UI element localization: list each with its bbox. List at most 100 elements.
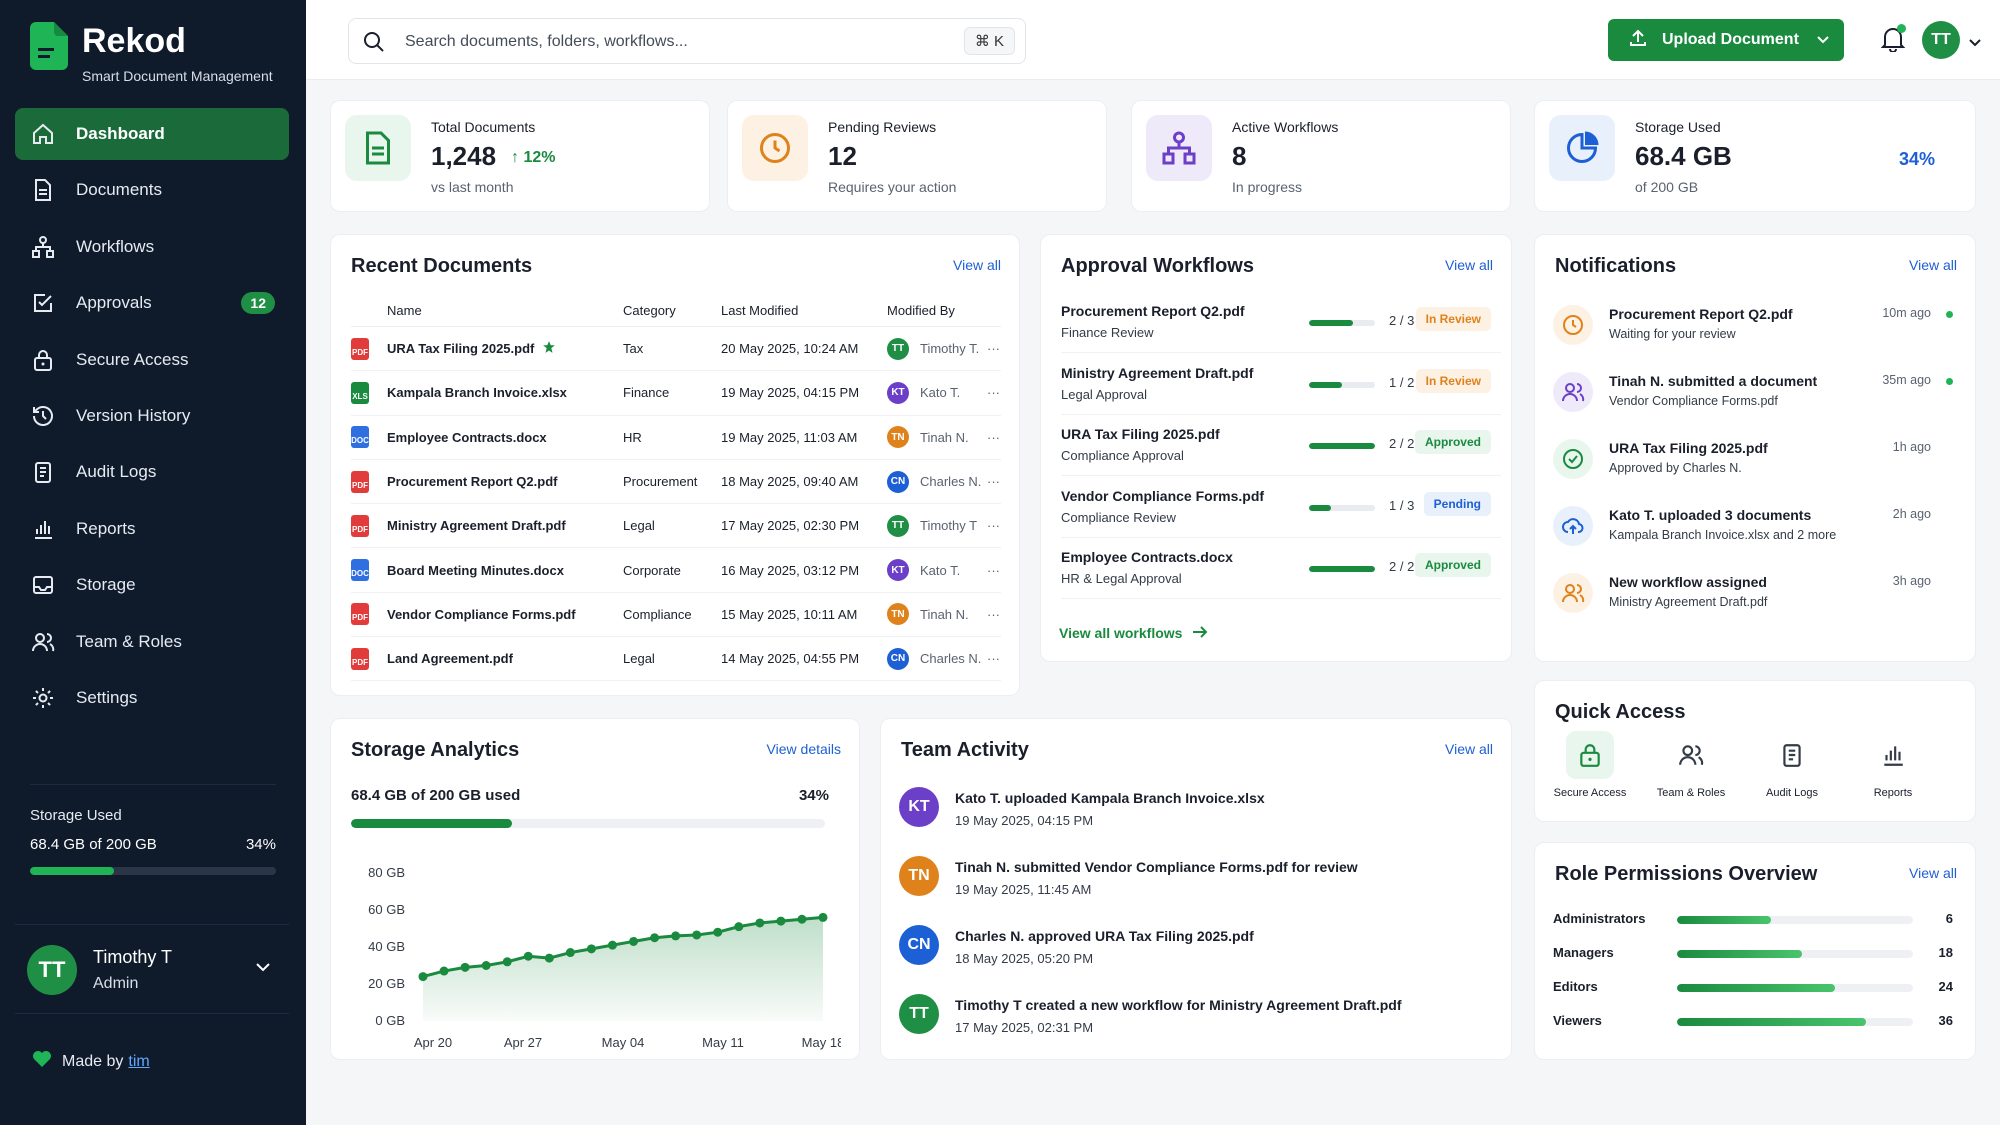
- document-name[interactable]: Procurement Report Q2.pdf: [387, 474, 558, 490]
- workflow-count: 2 / 2: [1389, 436, 1415, 451]
- sidebar-item-secure-access[interactable]: Secure Access: [15, 334, 289, 386]
- more-options-icon[interactable]: ···: [987, 651, 1000, 667]
- brand-tagline: Smart Document Management: [82, 68, 273, 84]
- table-row[interactable]: XLS Kampala Branch Invoice.xlsx Finance …: [351, 371, 1001, 416]
- table-row[interactable]: DOC Board Meeting Minutes.docx Corporate…: [351, 548, 1001, 593]
- storage-analytics-view-details-link[interactable]: View details: [766, 741, 841, 757]
- approval-workflows-view-all-link[interactable]: View all: [1445, 257, 1493, 273]
- chevron-down-icon[interactable]: [1968, 34, 1982, 52]
- workflow-stage: Legal Approval: [1061, 386, 1148, 402]
- sidebar-item-documents[interactable]: Documents: [15, 164, 289, 216]
- document-name[interactable]: Vendor Compliance Forms.pdf: [387, 606, 576, 622]
- more-options-icon[interactable]: ···: [987, 385, 1000, 401]
- stat-card-active-workflows[interactable]: Active Workflows 8 In progress: [1131, 100, 1511, 212]
- quick-access-label: Reports: [1873, 787, 1913, 799]
- sidebar-item-reports[interactable]: Reports: [15, 503, 289, 555]
- notifications-view-all-link[interactable]: View all: [1909, 257, 1957, 273]
- table-row[interactable]: DOC Employee Contracts.docx HR 19 May 20…: [351, 416, 1001, 460]
- table-row[interactable]: PDF URA Tax Filing 2025.pdf Tax 20 May 2…: [351, 327, 1001, 372]
- sidebar-item-audit-logs[interactable]: Audit Logs: [15, 446, 289, 498]
- workflow-item[interactable]: Employee Contracts.docx HR & Legal Appro…: [1061, 539, 1501, 599]
- sidebar-item-version-history[interactable]: Version History: [15, 390, 289, 442]
- sidebar-item-workflows[interactable]: Workflows: [15, 221, 289, 273]
- stat-value: 8: [1232, 141, 1247, 171]
- view-all-workflows-label: View all workflows: [1059, 625, 1183, 641]
- more-options-icon[interactable]: ···: [987, 518, 1000, 534]
- star-icon[interactable]: [542, 340, 556, 357]
- sidebar-item-storage[interactable]: Storage: [15, 559, 289, 611]
- workflow-count: 2 / 3: [1389, 313, 1415, 328]
- xlsx-file-icon: XLS: [351, 381, 369, 404]
- made-by-link[interactable]: tim: [128, 1052, 150, 1070]
- activity-item[interactable]: CN Charles N. approved URA Tax Filing 20…: [899, 925, 1459, 985]
- more-options-icon[interactable]: ···: [987, 429, 1000, 445]
- notification-item[interactable]: URA Tax Filing 2025.pdf Approved by Char…: [1553, 437, 1963, 503]
- quick-access-team-roles[interactable]: Team & Roles: [1646, 731, 1736, 799]
- role-count: 6: [1945, 911, 1953, 926]
- sidebar-item-dashboard[interactable]: Dashboard: [15, 108, 289, 160]
- workflow-item[interactable]: URA Tax Filing 2025.pdf Compliance Appro…: [1061, 416, 1501, 476]
- search-bar[interactable]: Search documents, folders, workflows... …: [348, 18, 1026, 64]
- stat-card-total-documents[interactable]: Total Documents 1,248 vs last month ↑ 12%: [330, 100, 710, 212]
- activity-item[interactable]: TN Tinah N. submitted Vendor Compliance …: [899, 856, 1459, 916]
- activity-text: Charles N. approved URA Tax Filing 2025.…: [955, 928, 1254, 944]
- notification-item[interactable]: Procurement Report Q2.pdf Waiting for yo…: [1553, 303, 1963, 369]
- table-header: Name Category Last Modified Modified By: [351, 295, 1001, 327]
- workflow-item[interactable]: Procurement Report Q2.pdf Finance Review…: [1061, 293, 1501, 353]
- document-name[interactable]: Ministry Agreement Draft.pdf: [387, 518, 566, 534]
- table-row[interactable]: PDF Land Agreement.pdf Legal 14 May 2025…: [351, 637, 1001, 682]
- data-point: [544, 953, 554, 963]
- document-name[interactable]: Board Meeting Minutes.docx: [387, 562, 564, 578]
- workflow-icon: [30, 234, 56, 260]
- modified-by-name: Kato T.: [920, 385, 961, 401]
- role-permissions-view-all-link[interactable]: View all: [1909, 865, 1957, 881]
- sidebar-item-settings[interactable]: Settings: [15, 672, 289, 724]
- document-modified: 20 May 2025, 10:24 AM: [721, 341, 859, 357]
- upload-document-button[interactable]: Upload Document: [1608, 19, 1844, 61]
- sidebar-item-approvals[interactable]: Approvals 12: [15, 277, 289, 329]
- chevron-down-icon[interactable]: [1817, 31, 1829, 49]
- user-card[interactable]: TT Timothy T Admin: [15, 924, 289, 1014]
- more-options-icon[interactable]: ···: [987, 606, 1000, 622]
- sidebar-item-team-roles[interactable]: Team & Roles: [15, 616, 289, 668]
- table-row[interactable]: PDF Ministry Agreement Draft.pdf Legal 1…: [351, 504, 1001, 549]
- notification-item[interactable]: New workflow assigned Ministry Agreement…: [1553, 571, 1963, 637]
- activity-item[interactable]: TT Timothy T created a new workflow for …: [899, 994, 1459, 1054]
- quick-access-secure-access[interactable]: Secure Access: [1545, 731, 1635, 799]
- stat-card-pending-reviews[interactable]: Pending Reviews 12 Requires your action: [727, 100, 1107, 212]
- activity-item[interactable]: KT Kato T. uploaded Kampala Branch Invoi…: [899, 787, 1459, 847]
- document-name[interactable]: Employee Contracts.docx: [387, 429, 547, 445]
- column-category[interactable]: Category: [623, 303, 676, 318]
- document-name[interactable]: Kampala Branch Invoice.xlsx: [387, 385, 567, 401]
- brand[interactable]: Rekod Smart Document Management: [30, 22, 273, 84]
- table-row[interactable]: PDF Procurement Report Q2.pdf Procuremen…: [351, 460, 1001, 505]
- column-last-modified[interactable]: Last Modified: [721, 303, 799, 318]
- sidebar-item-label: Reports: [76, 518, 136, 538]
- document-category: Procurement: [623, 474, 698, 490]
- column-name[interactable]: Name: [387, 303, 422, 318]
- avatar: KT: [899, 787, 939, 827]
- workflow-item[interactable]: Vendor Compliance Forms.pdf Compliance R…: [1061, 478, 1501, 538]
- stat-card-storage-used[interactable]: Storage Used 68.4 GB of 200 GB 34%: [1534, 100, 1976, 212]
- quick-access-audit-logs[interactable]: Audit Logs: [1747, 731, 1837, 799]
- more-options-icon[interactable]: ···: [987, 562, 1000, 578]
- bell-icon[interactable]: [1880, 26, 1906, 57]
- view-all-workflows-link[interactable]: View all workflows: [1059, 625, 1208, 641]
- stat-label: Active Workflows: [1232, 119, 1339, 135]
- more-options-icon[interactable]: ···: [987, 341, 1000, 357]
- chevron-down-icon[interactable]: [255, 959, 271, 977]
- column-modified-by[interactable]: Modified By: [887, 303, 955, 318]
- search-input[interactable]: Search documents, folders, workflows...: [405, 33, 688, 50]
- notification-item[interactable]: Tinah N. submitted a document Vendor Com…: [1553, 370, 1963, 436]
- more-options-icon[interactable]: ···: [987, 474, 1000, 490]
- notification-item[interactable]: Kato T. uploaded 3 documents Kampala Bra…: [1553, 504, 1963, 570]
- quick-access-reports[interactable]: Reports: [1848, 731, 1938, 799]
- avatar[interactable]: TT: [1922, 21, 1960, 59]
- document-category: HR: [623, 429, 642, 445]
- document-name[interactable]: Land Agreement.pdf: [387, 651, 513, 667]
- table-row[interactable]: PDF Vendor Compliance Forms.pdf Complian…: [351, 593, 1001, 638]
- document-name[interactable]: URA Tax Filing 2025.pdf: [387, 341, 535, 357]
- workflow-item[interactable]: Ministry Agreement Draft.pdf Legal Appro…: [1061, 355, 1501, 415]
- recent-documents-view-all-link[interactable]: View all: [953, 257, 1001, 273]
- team-activity-view-all-link[interactable]: View all: [1445, 741, 1493, 757]
